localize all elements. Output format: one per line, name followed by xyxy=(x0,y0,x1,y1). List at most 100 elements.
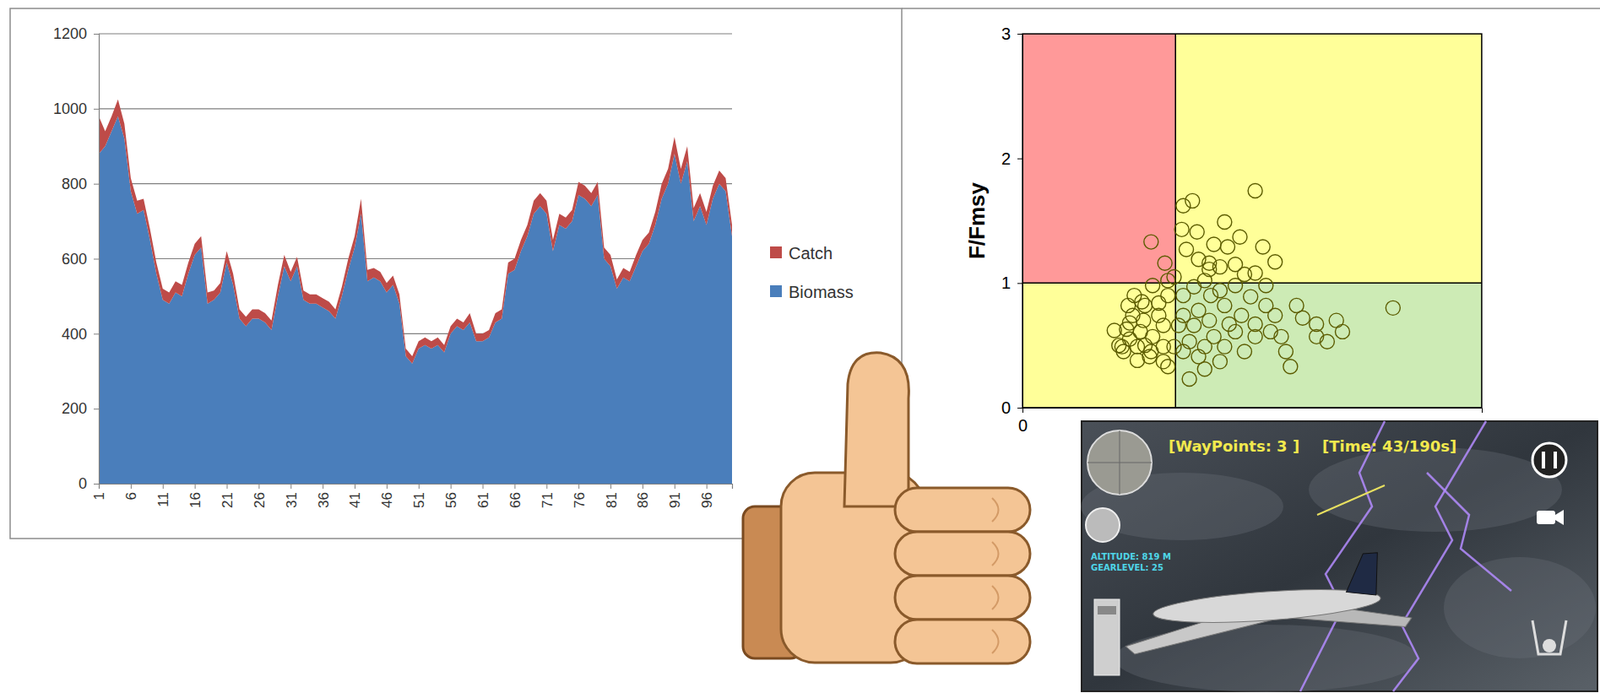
tick: 600 xyxy=(61,250,99,268)
tick-mark xyxy=(93,483,99,485)
point xyxy=(1228,278,1243,293)
grid-line xyxy=(98,183,733,185)
tick-mark xyxy=(93,408,99,410)
tick-label: 400 xyxy=(61,325,87,343)
point xyxy=(1283,359,1298,375)
point xyxy=(1144,234,1159,250)
y-axis: 0123 xyxy=(1001,24,1024,418)
tick-mark xyxy=(610,483,612,489)
tick-mark xyxy=(227,483,228,489)
point xyxy=(1187,279,1202,294)
tick-mark xyxy=(450,483,452,489)
tick-mark xyxy=(642,483,644,489)
finger xyxy=(894,619,1031,664)
canvas: 0200400600800100012001611162126313641465… xyxy=(0,0,1600,693)
control-icon xyxy=(1532,620,1567,655)
point xyxy=(1228,257,1243,272)
tick-mark xyxy=(482,483,484,489)
point xyxy=(1136,313,1151,328)
grid xyxy=(98,33,733,484)
camera-lens xyxy=(1555,509,1564,526)
legend: CatchBiomass xyxy=(770,244,854,302)
tick-mark xyxy=(546,483,548,489)
tail-fin xyxy=(1343,553,1380,598)
tick: 61 xyxy=(475,483,492,509)
area xyxy=(98,116,733,484)
point xyxy=(1160,273,1176,288)
tick: 16 xyxy=(187,483,204,509)
point xyxy=(1182,372,1197,387)
tick-label: 3 xyxy=(1001,24,1011,44)
hud-altitude: ALTITUDE: 819 M xyxy=(1090,552,1172,562)
point xyxy=(1160,288,1176,304)
point xyxy=(1236,344,1252,359)
cloud xyxy=(1443,557,1596,659)
tick-mark xyxy=(1017,158,1023,160)
legend-swatch xyxy=(770,285,782,298)
point xyxy=(1289,298,1304,313)
area xyxy=(98,99,733,364)
chart-frame xyxy=(10,8,902,539)
tick-mark xyxy=(514,483,516,489)
tick: 11 xyxy=(155,483,172,508)
tick-mark xyxy=(258,483,260,489)
tick-label: 2 xyxy=(1001,149,1011,169)
tick: 200 xyxy=(61,400,99,418)
point xyxy=(1121,298,1136,313)
lightning xyxy=(1300,421,1385,692)
tick: 1200 xyxy=(53,25,99,43)
hud-gear: GEARLEVEL: 25 xyxy=(1090,563,1164,573)
pause-bars xyxy=(1543,451,1556,469)
point xyxy=(1197,339,1212,354)
point xyxy=(1217,298,1232,313)
point xyxy=(1176,344,1191,359)
tick-mark xyxy=(386,483,388,489)
point xyxy=(1130,352,1145,368)
tick-mark xyxy=(418,483,420,489)
hud-time: [Time: 43/190s] xyxy=(1322,437,1457,456)
scatter-chart: 01230F/Fmsy xyxy=(964,24,1483,435)
axis-line xyxy=(99,484,733,490)
point xyxy=(1122,315,1137,331)
y-axis: 020040060080010001200 xyxy=(53,25,100,493)
tick-label: 11 xyxy=(155,492,172,508)
thumb xyxy=(844,352,909,507)
finger-crease xyxy=(992,629,999,654)
tick-label: 96 xyxy=(699,492,716,509)
tick-mark xyxy=(93,333,99,335)
point xyxy=(1258,278,1274,293)
finger-crease xyxy=(992,585,999,610)
point xyxy=(1206,329,1221,344)
point xyxy=(1212,260,1227,275)
finger xyxy=(894,531,1031,576)
point xyxy=(1232,229,1248,245)
tick: 71 xyxy=(539,483,556,509)
point xyxy=(1111,338,1127,353)
tick: 36 xyxy=(315,483,332,509)
point xyxy=(1160,359,1176,375)
point xyxy=(1171,318,1186,333)
point xyxy=(1145,278,1161,293)
axis-line xyxy=(93,34,100,485)
point xyxy=(1155,318,1171,333)
point xyxy=(1221,317,1237,332)
tick-mark xyxy=(1022,407,1024,413)
lightning xyxy=(1426,472,1512,592)
tick: 76 xyxy=(571,483,588,509)
point xyxy=(1212,354,1227,369)
tick-mark xyxy=(162,483,164,489)
tick: 6 xyxy=(123,483,140,500)
tick-mark xyxy=(706,483,708,489)
thumbs-up-icon xyxy=(743,352,1031,664)
point xyxy=(1122,331,1137,347)
tick-label: 200 xyxy=(61,400,87,418)
tick-label: 81 xyxy=(603,492,620,509)
point xyxy=(1182,334,1197,349)
point xyxy=(1268,254,1283,270)
tick-label: 61 xyxy=(475,492,492,509)
tick: 400 xyxy=(61,325,99,343)
tick-label: 0 xyxy=(1018,416,1028,435)
tick-label: 1 xyxy=(91,492,108,500)
tick-label: 1200 xyxy=(53,25,87,43)
tick: 96 xyxy=(699,483,716,509)
